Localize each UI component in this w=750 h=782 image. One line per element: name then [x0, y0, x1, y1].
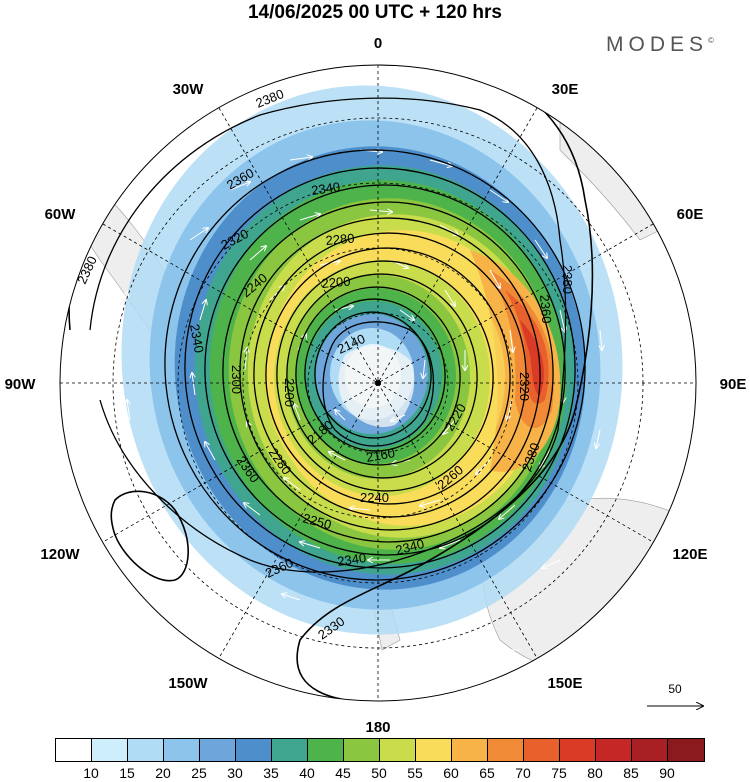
legend-swatch	[560, 739, 596, 761]
legend-tick-label: 90	[659, 765, 675, 781]
legend-swatch	[344, 739, 380, 761]
lon-label-150e: 150E	[547, 675, 582, 692]
legend-tick-label: 45	[335, 765, 351, 781]
legend-swatch	[524, 739, 560, 761]
contour-label: 2360	[537, 294, 554, 324]
legend-swatch	[308, 739, 344, 761]
contour-label: 2340	[394, 536, 426, 558]
contour-label: 2240	[360, 490, 389, 505]
contour-label: 2340	[187, 323, 207, 354]
legend-tick-label: 70	[515, 765, 531, 781]
legend-swatch	[272, 739, 308, 761]
height-contours	[68, 65, 594, 701]
legend-tick-label: 65	[479, 765, 495, 781]
legend-swatch	[488, 739, 524, 761]
legend-tick-label: 50	[371, 765, 387, 781]
color-scale-ticks: 10 15 20 25 30 35 40 45 50 55 60 65 70 75 80 85 90	[55, 765, 705, 781]
svg-text:50: 50	[668, 682, 682, 696]
lon-label-90w: 90W	[5, 376, 37, 393]
legend-swatch	[236, 739, 272, 761]
legend-tick-label: 40	[299, 765, 315, 781]
brand-logo: MODES©	[606, 33, 714, 56]
longitude-labels: 0 30W 30E 60W 60E 90W 90E 120W 120E 150W…	[5, 35, 747, 736]
contour-label: 2320	[517, 372, 532, 401]
legend-tick-label: 60	[443, 765, 459, 781]
contour-label: 2160	[365, 445, 396, 465]
map-title: 14/06/2025 00 UTC + 120 hrs	[247, 2, 503, 23]
contour-label: 2380	[560, 265, 575, 294]
lon-label-30e: 30E	[552, 81, 579, 98]
legend-tick-label: 10	[83, 765, 99, 781]
legend-tick-label: 30	[227, 765, 243, 781]
lon-label-90e: 90E	[720, 376, 747, 393]
legend-tick-label: 55	[407, 765, 423, 781]
polar-grid	[59, 64, 697, 702]
lon-label-60e: 60E	[677, 206, 704, 223]
legend-swatch	[668, 739, 704, 761]
lon-label-120e: 120E	[672, 546, 707, 563]
legend-tick-label: 25	[191, 765, 207, 781]
lon-label-0: 0	[374, 35, 382, 52]
legend-tick-label: 80	[587, 765, 603, 781]
legend-swatch	[164, 739, 200, 761]
legend-swatch	[596, 739, 632, 761]
legend-tick-label: 35	[263, 765, 279, 781]
legend-swatch	[416, 739, 452, 761]
legend-tick-label: 75	[551, 765, 567, 781]
contour-label: 2340	[310, 179, 341, 198]
contour-label: 2280	[325, 231, 355, 248]
legend-tick-label: 85	[623, 765, 639, 781]
legend-tick-label: 15	[119, 765, 135, 781]
contour-label: 2250	[301, 510, 333, 532]
lon-label-30w: 30W	[173, 81, 205, 98]
legend-swatch	[380, 739, 416, 761]
color-scale-legend	[55, 738, 705, 762]
contour-label: 2340	[336, 550, 367, 569]
contour-label: 2300	[229, 365, 244, 394]
lon-label-60w: 60W	[45, 206, 77, 223]
legend-swatch	[632, 739, 668, 761]
legend-tick-label: 20	[155, 765, 171, 781]
contour-label: 2200	[321, 274, 351, 291]
reference-vector: 50	[647, 682, 703, 706]
legend-swatch	[56, 739, 92, 761]
lon-label-150w: 150W	[168, 675, 208, 692]
legend-swatch	[452, 739, 488, 761]
contour-label: 2200	[282, 378, 297, 407]
legend-swatch	[92, 739, 128, 761]
lon-label-120w: 120W	[40, 546, 80, 563]
legend-swatch	[128, 739, 164, 761]
lon-label-180: 180	[365, 719, 390, 736]
legend-swatch	[200, 739, 236, 761]
